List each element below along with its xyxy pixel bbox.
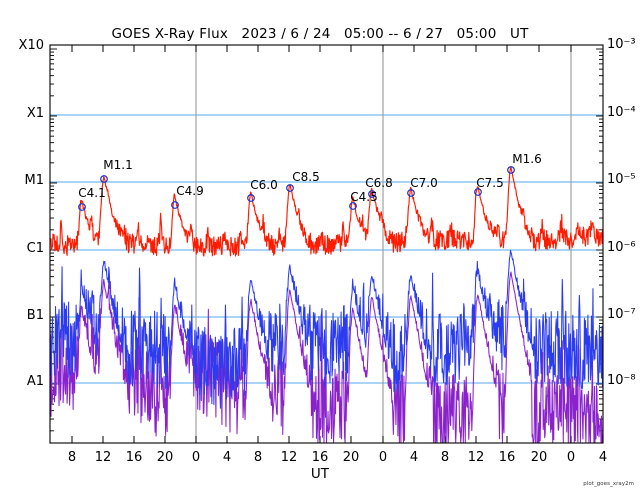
flare-label-c4.1: C4.1 bbox=[78, 186, 106, 200]
x-tick-label-6: 8 bbox=[253, 450, 263, 465]
flare-marker-m1.1[interactable] bbox=[100, 175, 108, 183]
flare-label-c7.5: C7.5 bbox=[476, 176, 504, 190]
x-tick-label-9: 20 bbox=[342, 450, 360, 465]
flare-label-c6.0: C6.0 bbox=[250, 178, 278, 192]
flare-marker-c4.5[interactable] bbox=[349, 202, 357, 210]
flare-marker-c4.1[interactable] bbox=[78, 203, 86, 211]
x-tick-label-16: 0 bbox=[566, 450, 576, 465]
flare-marker-c7.0[interactable] bbox=[407, 189, 415, 197]
x-tick-label-8: 16 bbox=[311, 450, 329, 465]
y-right-label-8: 10⁻⁸ bbox=[607, 373, 636, 388]
flare-label-c6.8: C6.8 bbox=[365, 176, 393, 190]
y-right-label-6: 10⁻⁶ bbox=[607, 240, 636, 255]
x-tick-label-2: 16 bbox=[125, 450, 143, 465]
x-tick-label-0: 8 bbox=[67, 450, 77, 465]
x-axis-title: UT bbox=[310, 466, 330, 482]
flare-marker-m1.6[interactable] bbox=[507, 166, 515, 174]
chart-title: GOES X-Ray Flux 2023 / 6 / 24 05:00 -- 6… bbox=[111, 26, 529, 42]
y-left-label-a1: A1 bbox=[26, 374, 44, 389]
y-right-label-3: 10⁻³ bbox=[607, 37, 636, 52]
x-tick-label-3: 20 bbox=[156, 450, 174, 465]
flare-marker-c4.9[interactable] bbox=[171, 201, 179, 209]
flare-label-c8.5: C8.5 bbox=[292, 170, 320, 184]
plot-frame bbox=[49, 44, 604, 444]
x-tick-label-15: 20 bbox=[530, 450, 548, 465]
y-left-label-m1: M1 bbox=[24, 173, 45, 188]
flare-label-m1.1: M1.1 bbox=[103, 158, 133, 172]
y-left-label-x1: X1 bbox=[26, 106, 44, 121]
flux-traces bbox=[49, 166, 604, 443]
flare-label-c4.5: C4.5 bbox=[350, 190, 378, 204]
watermark-text: plot_goes_xray2m bbox=[583, 481, 634, 487]
x-tick-label-7: 12 bbox=[280, 450, 298, 465]
x-tick-label-17: 4 bbox=[598, 450, 608, 465]
y-left-label-x10: X10 bbox=[18, 38, 44, 53]
x-tick-label-1: 12 bbox=[94, 450, 112, 465]
x-tick-label-11: 4 bbox=[409, 450, 419, 465]
y-right-label-4: 10⁻⁴ bbox=[607, 105, 636, 120]
y-right-label-5: 10⁻⁵ bbox=[607, 172, 636, 187]
x-tick-label-4: 0 bbox=[191, 450, 201, 465]
flare-marker-c7.5[interactable] bbox=[474, 188, 482, 196]
x-tick-label-12: 8 bbox=[440, 450, 450, 465]
flare-marker-c6.0[interactable] bbox=[247, 194, 255, 202]
x-tick-label-10: 0 bbox=[378, 450, 388, 465]
y-left-label-c1: C1 bbox=[26, 241, 44, 256]
y-right-label-7: 10⁻⁷ bbox=[607, 307, 636, 322]
x-tick-label-5: 4 bbox=[222, 450, 232, 465]
flare-marker-c6.8[interactable] bbox=[368, 190, 376, 198]
flare-markers[interactable] bbox=[78, 166, 515, 211]
flare-label-c4.9: C4.9 bbox=[176, 184, 204, 198]
x-tick-label-13: 12 bbox=[467, 450, 485, 465]
flare-label-m1.6: M1.6 bbox=[512, 152, 542, 166]
flare-marker-c8.5[interactable] bbox=[286, 184, 294, 192]
y-left-label-b1: B1 bbox=[26, 308, 44, 323]
x-tick-label-14: 16 bbox=[498, 450, 516, 465]
flare-label-c7.0: C7.0 bbox=[410, 176, 438, 190]
